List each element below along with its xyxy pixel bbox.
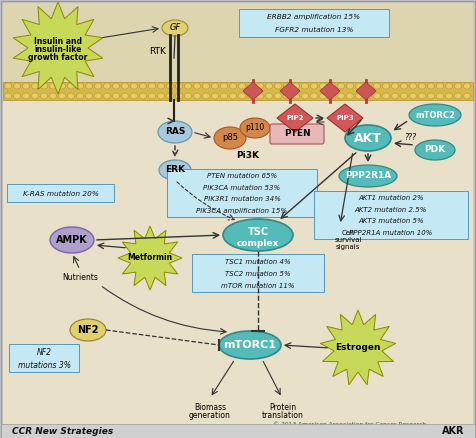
Text: mTORC1: mTORC1 — [224, 340, 277, 350]
Text: PIK3CA mutation 53%: PIK3CA mutation 53% — [203, 185, 280, 191]
FancyBboxPatch shape — [167, 169, 317, 217]
Text: GF: GF — [169, 24, 181, 32]
Polygon shape — [327, 104, 363, 132]
Ellipse shape — [95, 83, 101, 89]
Ellipse shape — [50, 227, 94, 253]
Text: PPP2R1A: PPP2R1A — [345, 172, 391, 180]
Ellipse shape — [374, 93, 380, 99]
Ellipse shape — [356, 93, 363, 99]
Ellipse shape — [248, 93, 255, 99]
Ellipse shape — [464, 83, 470, 89]
Ellipse shape — [158, 83, 165, 89]
Ellipse shape — [22, 93, 30, 99]
Ellipse shape — [194, 93, 200, 99]
Ellipse shape — [257, 93, 264, 99]
Ellipse shape — [427, 93, 435, 99]
Ellipse shape — [446, 93, 453, 99]
Ellipse shape — [310, 83, 317, 89]
Text: FGFR2 mutation 13%: FGFR2 mutation 13% — [275, 27, 353, 33]
Ellipse shape — [59, 93, 66, 99]
Ellipse shape — [130, 93, 138, 99]
Text: TSC2 mutation 5%: TSC2 mutation 5% — [225, 271, 291, 277]
Ellipse shape — [229, 83, 237, 89]
Text: insulin-like: insulin-like — [34, 46, 82, 54]
Text: generation: generation — [189, 411, 231, 420]
Ellipse shape — [436, 83, 444, 89]
Ellipse shape — [365, 83, 371, 89]
Ellipse shape — [4, 93, 11, 99]
Ellipse shape — [284, 83, 290, 89]
Ellipse shape — [211, 83, 218, 89]
Ellipse shape — [13, 83, 20, 89]
Ellipse shape — [409, 104, 461, 126]
Ellipse shape — [214, 127, 246, 149]
Ellipse shape — [418, 93, 426, 99]
Ellipse shape — [356, 83, 363, 89]
Polygon shape — [280, 82, 300, 100]
FancyBboxPatch shape — [9, 344, 79, 372]
Ellipse shape — [257, 83, 264, 89]
Ellipse shape — [40, 93, 48, 99]
Text: mTOR mutation 11%: mTOR mutation 11% — [221, 283, 295, 289]
Polygon shape — [320, 82, 340, 100]
Ellipse shape — [248, 83, 255, 89]
Polygon shape — [356, 82, 376, 100]
Ellipse shape — [328, 83, 336, 89]
FancyBboxPatch shape — [3, 3, 473, 93]
Text: © 2013 American Association for Cancer Research: © 2013 American Association for Cancer R… — [273, 423, 426, 427]
Ellipse shape — [347, 93, 354, 99]
Ellipse shape — [77, 93, 83, 99]
FancyBboxPatch shape — [7, 184, 114, 202]
Ellipse shape — [50, 93, 57, 99]
Ellipse shape — [319, 93, 327, 99]
Ellipse shape — [400, 93, 407, 99]
Text: Insulin and: Insulin and — [34, 38, 82, 46]
Text: Estrogen: Estrogen — [335, 343, 381, 353]
Text: NF2: NF2 — [37, 348, 51, 357]
Text: Nutrients: Nutrients — [62, 273, 98, 283]
Ellipse shape — [229, 93, 237, 99]
FancyBboxPatch shape — [314, 191, 468, 239]
Ellipse shape — [455, 93, 462, 99]
Text: AKT: AKT — [354, 131, 382, 145]
Ellipse shape — [59, 83, 66, 89]
Ellipse shape — [139, 93, 147, 99]
Text: RTK: RTK — [149, 47, 167, 57]
Text: mTORC2: mTORC2 — [415, 110, 455, 120]
Text: mutations 3%: mutations 3% — [18, 360, 70, 370]
Text: TSC1 mutation 4%: TSC1 mutation 4% — [225, 258, 291, 265]
Ellipse shape — [103, 93, 110, 99]
Ellipse shape — [310, 93, 317, 99]
Text: Metformin: Metformin — [128, 254, 173, 262]
Ellipse shape — [374, 83, 380, 89]
Ellipse shape — [292, 83, 299, 89]
Ellipse shape — [427, 83, 435, 89]
Ellipse shape — [158, 121, 192, 143]
Ellipse shape — [266, 93, 272, 99]
Polygon shape — [320, 310, 396, 385]
Ellipse shape — [391, 83, 398, 89]
Ellipse shape — [162, 20, 188, 36]
Ellipse shape — [167, 93, 173, 99]
Ellipse shape — [159, 160, 191, 180]
Text: complex: complex — [237, 239, 279, 247]
Ellipse shape — [70, 319, 106, 341]
Text: PIK3R1 mutation 34%: PIK3R1 mutation 34% — [204, 196, 280, 202]
Ellipse shape — [103, 83, 110, 89]
Ellipse shape — [22, 83, 30, 89]
Ellipse shape — [219, 331, 281, 359]
Polygon shape — [118, 226, 182, 290]
Ellipse shape — [158, 93, 165, 99]
Ellipse shape — [130, 83, 138, 89]
Text: AKT1 mutation 2%: AKT1 mutation 2% — [358, 195, 424, 201]
Ellipse shape — [347, 83, 354, 89]
Text: translation: translation — [262, 411, 304, 420]
Polygon shape — [13, 2, 103, 94]
Text: AKT3 mutation 5%: AKT3 mutation 5% — [358, 218, 424, 224]
Ellipse shape — [202, 83, 209, 89]
Text: growth factor: growth factor — [28, 53, 88, 63]
Ellipse shape — [13, 93, 20, 99]
Text: AKT2 mutation 2.5%: AKT2 mutation 2.5% — [355, 207, 427, 213]
Text: AKR: AKR — [442, 426, 464, 436]
